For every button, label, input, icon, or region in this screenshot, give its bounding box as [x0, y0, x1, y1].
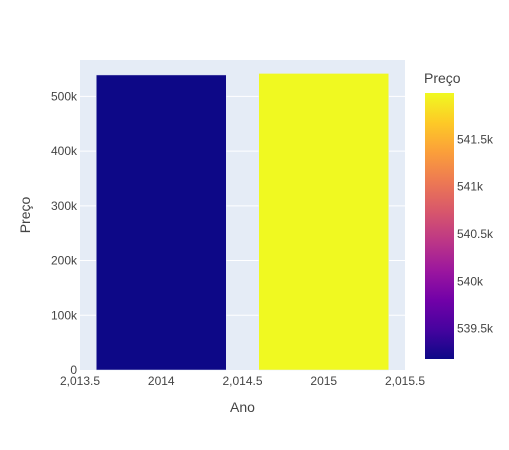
- y-tick-label: 100k: [51, 308, 78, 322]
- colorbar-tick-label: 540k: [457, 274, 484, 288]
- x-tick-label: 2014: [148, 374, 175, 388]
- x-axis-ticks: 2,013.5 2014 2,014.5 2015 2,015.5: [60, 374, 425, 388]
- y-tick-label: 500k: [51, 89, 78, 103]
- x-tick-label: 2,015.5: [385, 374, 425, 388]
- colorbar-title: Preço: [424, 70, 461, 86]
- colorbar: [425, 93, 454, 359]
- x-tick-label: 2015: [310, 374, 337, 388]
- colorbar-tick-label: 541k: [457, 180, 484, 194]
- colorbar-tick-label: 540.5k: [457, 227, 494, 241]
- colorbar-tick-label: 541.5k: [457, 132, 494, 146]
- y-tick-label: 200k: [51, 254, 78, 268]
- bar-2015: [258, 73, 389, 371]
- bars: [96, 73, 389, 371]
- y-axis-title: Preço: [17, 197, 33, 234]
- y-tick-label: 300k: [51, 199, 78, 213]
- x-axis-title: Ano: [230, 399, 255, 415]
- y-tick-label: 0: [70, 363, 77, 377]
- x-tick-label: 2,013.5: [60, 374, 100, 388]
- y-axis-ticks: 0 100k 200k 300k 400k 500k: [51, 89, 78, 377]
- colorbar-ticks: 539.5k 540k 540.5k 541k 541.5k: [457, 132, 494, 335]
- x-tick-label: 2,014.5: [222, 374, 262, 388]
- colorbar-tick-label: 539.5k: [457, 322, 494, 336]
- y-tick-label: 400k: [51, 144, 78, 158]
- bar-2014: [96, 74, 227, 371]
